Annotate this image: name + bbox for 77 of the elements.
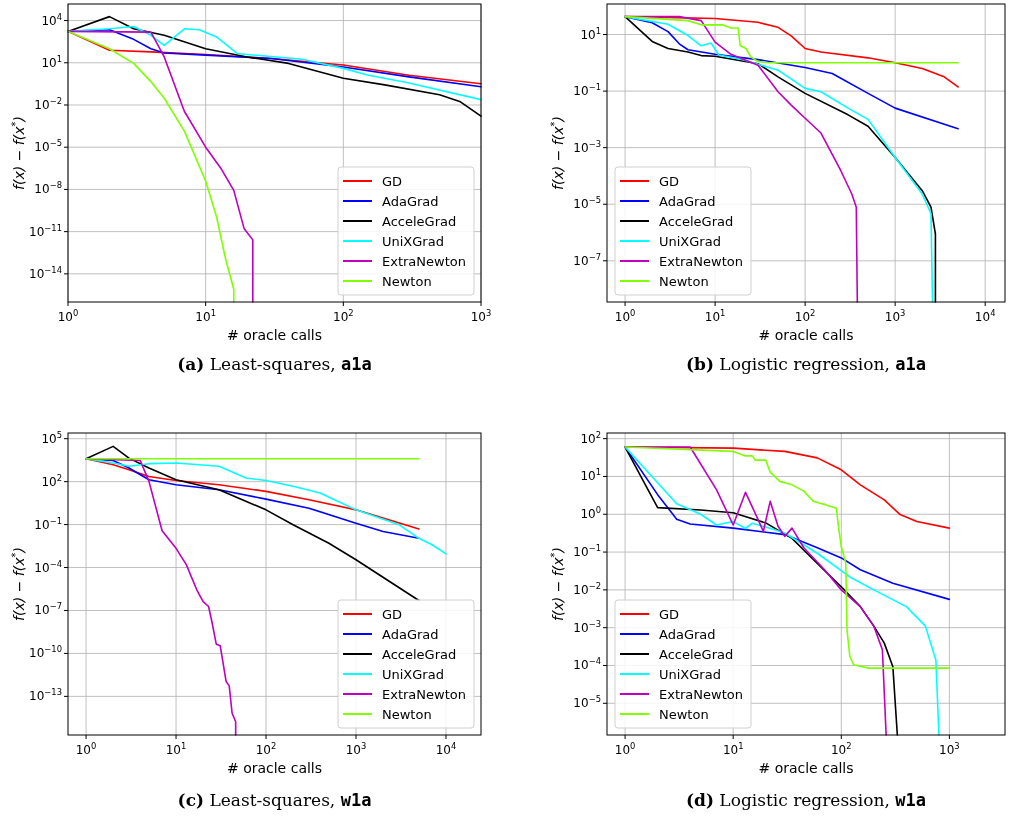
legend-label: AdaGrad [659, 194, 716, 209]
x-tick-label: 10$^{3}$ [345, 741, 367, 757]
legend-label: UniXGrad [659, 667, 721, 682]
y-tick-label: 10$^{−1}$ [573, 82, 601, 99]
legend-label: ExtraNewton [382, 254, 466, 269]
text: (d) Logistic regression, w1a [685, 790, 927, 810]
x-tick-label: 10$^{4}$ [974, 308, 996, 324]
legend-label: UniXGrad [382, 667, 444, 682]
x-tick-label: 10$^{2}$ [255, 741, 277, 757]
legend-label: Newton [659, 274, 709, 289]
y-tick-label: 10$^{4}$ [41, 11, 62, 28]
x-tick-label: 10$^{1}$ [165, 741, 187, 757]
y-tick-label: 10$^{−2}$ [34, 95, 62, 112]
y-tick-label: 10$^{−4}$ [34, 558, 62, 575]
legend-label: AcceleGrad [382, 214, 457, 229]
y-tick-label: 10$^{−7}$ [34, 601, 62, 618]
y-tick-label: 10$^{−4}$ [573, 656, 601, 673]
y-tick-label: 10$^{−2}$ [573, 580, 601, 597]
legend-label: UniXGrad [382, 234, 444, 249]
legend-label: Newton [382, 274, 432, 289]
y-tick-label: 10$^{5}$ [41, 429, 62, 446]
y-tick-label: 10$^{−5}$ [34, 138, 62, 155]
y-tick-label: 10$^{−13}$ [29, 687, 62, 704]
legend-label: AdaGrad [382, 627, 439, 642]
y-tick-label: 10$^{−7}$ [573, 251, 601, 268]
x-tick-label: 10$^{0}$ [75, 741, 97, 757]
text: (c) Least-squares, w1a [177, 790, 372, 810]
x-axis-title: # oracle calls [758, 327, 854, 343]
legend-label: AcceleGrad [382, 647, 457, 662]
y-tick-label: 10$^{−5}$ [573, 195, 601, 212]
y-tick-label: 10$^{−8}$ [34, 180, 62, 197]
x-tick-label: 10$^{0}$ [57, 308, 79, 324]
y-tick-label: 10$^{0}$ [580, 505, 601, 522]
x-axis-title: # oracle calls [226, 760, 323, 776]
x-tick-label: 10$^{2}$ [830, 741, 852, 757]
x-tick-label: 10$^{1}$ [704, 308, 726, 324]
x-tick-label: 10$^{1}$ [195, 308, 216, 324]
y-tick-label: 10$^{−14}$ [29, 264, 62, 281]
legend-label: ExtraNewton [659, 254, 743, 269]
legend-label: GD [382, 607, 403, 622]
y-tick-label: 10$^{1}$ [41, 53, 62, 70]
legend-label: AdaGrad [659, 627, 716, 642]
x-tick-label: 10$^{3}$ [470, 308, 492, 324]
legend-label: GD [382, 174, 403, 189]
y-tick-label: 10$^{−1}$ [34, 515, 62, 532]
y-tick-label: 10$^{1}$ [580, 467, 601, 484]
x-tick-label: 10$^{0}$ [614, 741, 636, 757]
y-tick-label: 10$^{−1}$ [573, 543, 601, 560]
y-tick-label: 10$^{2}$ [41, 472, 62, 489]
y-tick-label: 10$^{−11}$ [29, 222, 62, 239]
x-axis-title: # oracle calls [226, 327, 323, 343]
x-axis-title: # oracle calls [758, 760, 854, 776]
text: (b) Logistic regression, a1a [685, 354, 927, 374]
legend-label: GD [659, 607, 680, 622]
y-tick-label: 10$^{−10}$ [29, 644, 62, 661]
legend-label: ExtraNewton [382, 687, 466, 702]
legend-label: GD [659, 174, 680, 189]
legend-label: UniXGrad [659, 234, 721, 249]
legend-label: Newton [659, 707, 709, 722]
x-tick-label: 10$^{1}$ [722, 741, 744, 757]
x-tick-label: 10$^{3}$ [884, 308, 906, 324]
legend-label: AcceleGrad [659, 647, 734, 662]
x-tick-label: 10$^{4}$ [435, 741, 457, 757]
y-tick-label: 10$^{1}$ [580, 25, 601, 42]
x-tick-label: 10$^{3}$ [939, 741, 960, 757]
text: (a) Least-squares, a1a [177, 354, 372, 374]
x-tick-label: 10$^{0}$ [614, 308, 636, 324]
legend-label: AdaGrad [382, 194, 439, 209]
y-tick-label: 10$^{−5}$ [573, 694, 601, 711]
legend-label: Newton [382, 707, 432, 722]
y-tick-label: 10$^{−3}$ [573, 138, 601, 155]
legend-label: AcceleGrad [659, 214, 734, 229]
x-tick-label: 10$^{2}$ [794, 308, 816, 324]
x-tick-label: 10$^{2}$ [333, 308, 354, 324]
y-tick-label: 10$^{−3}$ [573, 618, 601, 635]
legend-label: ExtraNewton [659, 687, 743, 702]
y-tick-label: 10$^{2}$ [580, 429, 601, 446]
